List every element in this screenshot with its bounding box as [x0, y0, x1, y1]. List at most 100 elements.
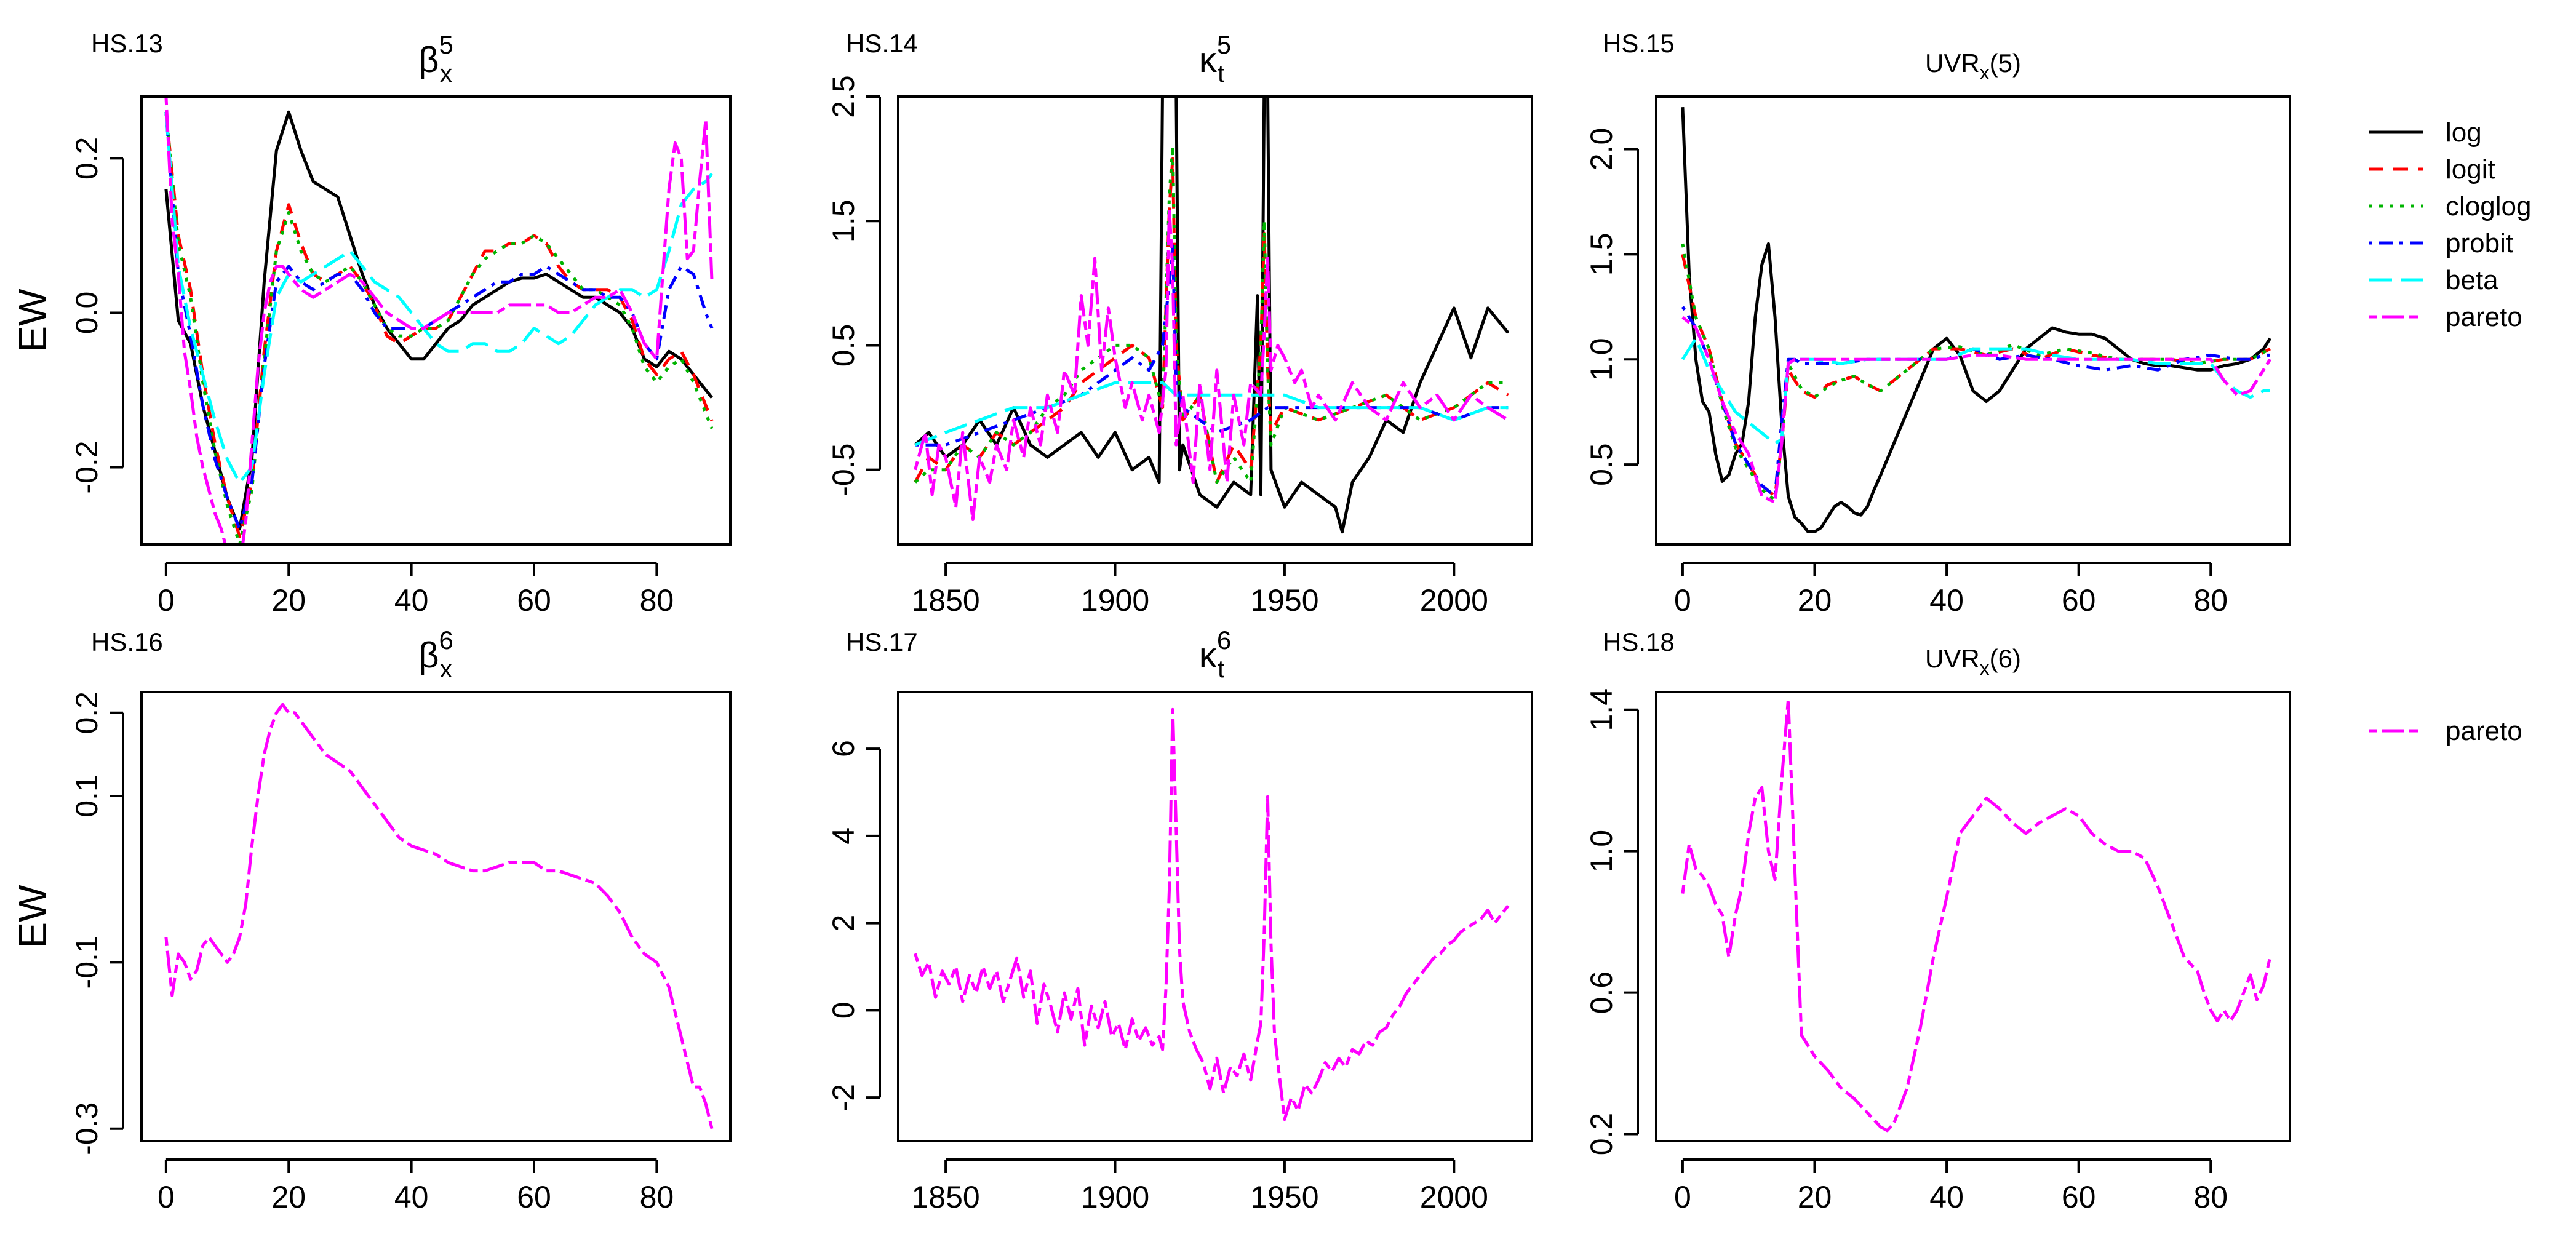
- y-tick-label: 0.5: [1584, 443, 1619, 486]
- x-tick-label: 20: [1798, 583, 1832, 618]
- panel-code: HS.18: [1603, 627, 1675, 656]
- panel-title: κ5 t: [1199, 30, 1231, 87]
- panel-p2: 1850 1900 1950 2000 -0.5 0.5 1.5 2.5 HS.14 κ5 t: [826, 29, 1533, 618]
- x-tick-label: 20: [271, 583, 306, 618]
- title-subscript: x: [1980, 62, 1990, 84]
- x-tick-label: 40: [394, 1180, 429, 1214]
- legend-label-log: log: [2446, 117, 2482, 148]
- x-tick-label: 0: [1674, 583, 1691, 618]
- x-tick-label: 80: [2193, 1180, 2228, 1214]
- y-axis-title: EW: [10, 289, 55, 352]
- legend-label-pareto: pareto: [2446, 716, 2522, 746]
- series-line-beta: [914, 381, 1509, 447]
- x-tick-label: 80: [640, 583, 674, 618]
- plot-frame: [897, 95, 1533, 546]
- panel-code: HS.15: [1603, 29, 1675, 58]
- title-suffix: (5): [1990, 49, 2021, 78]
- x-tick-label: 0: [1674, 1180, 1691, 1214]
- series-line-logit: [1681, 253, 2271, 498]
- series-line-pareto: [1681, 316, 2271, 504]
- y-tick-label: 1.5: [826, 199, 861, 242]
- panel-p1: 0 20 40 60 80 -0.2 0.0 0.2 HS.13 β5 x: [70, 29, 732, 618]
- series-line-beta: [164, 111, 714, 485]
- panel-p6: 0 20 40 60 80 0.2 0.6 1.0 1.4 HS.18 UVRx(6): [1584, 627, 2291, 1214]
- y-tick-label: -0.5: [826, 444, 861, 496]
- series-line-log: [1681, 107, 2271, 533]
- series-line-pareto: [164, 703, 714, 1129]
- series-line-pareto: [914, 207, 1509, 522]
- y-tick-label: 0.2: [70, 137, 104, 180]
- x-tick-label: 60: [2062, 1180, 2096, 1214]
- title-subscript: x: [440, 656, 452, 683]
- y-tick-label: 1.0: [1584, 338, 1619, 381]
- panel-code: HS.16: [91, 627, 163, 656]
- x-tick-label: 0: [158, 583, 175, 618]
- x-tick-label: 1850: [911, 1180, 979, 1214]
- x-tick-label: 60: [2062, 583, 2096, 618]
- legend-label-logit: logit: [2446, 154, 2495, 185]
- series-line-pareto: [164, 97, 714, 544]
- series-line-probit: [1681, 306, 2270, 498]
- y-tick-label: 0.6: [1584, 971, 1619, 1014]
- series-line-probit: [915, 244, 1509, 447]
- x-tick-label: 1850: [911, 583, 979, 618]
- title-superscript: 6: [439, 626, 453, 655]
- series-line-probit: [164, 111, 714, 531]
- y-tick-label: 0: [826, 1001, 861, 1019]
- plot-frame: [897, 691, 1533, 1142]
- y-tick-label: 2: [826, 915, 861, 932]
- panel-code: HS.14: [846, 29, 918, 58]
- title-subscript: t: [1218, 60, 1224, 87]
- title-main: UVR: [1925, 644, 1980, 673]
- legend: log logit cloglog probit beta pareto: [2369, 117, 2531, 332]
- plot-frame: [1655, 691, 2291, 1142]
- y-tick-label: 2.5: [826, 75, 861, 118]
- title-superscript: 5: [1217, 30, 1231, 59]
- series-line-pareto: [1681, 698, 2272, 1133]
- x-tick-label: 60: [517, 1180, 551, 1214]
- panel-code: HS.13: [91, 29, 163, 58]
- legend-label-pareto: pareto: [2446, 302, 2522, 332]
- title-subscript: x: [1980, 657, 1990, 679]
- title-subscript: x: [440, 60, 452, 87]
- x-tick-label: 20: [1798, 1180, 1832, 1214]
- y-tick-label: 1.0: [1584, 830, 1619, 873]
- plot-frame: [1655, 95, 2291, 546]
- title-superscript: 5: [439, 30, 453, 59]
- series-line-logit: [914, 157, 1509, 484]
- title-main: β: [418, 40, 439, 80]
- panel-p4: 0 20 40 60 80 -0.3 -0.1 0.1 0.2 HS.16 β6 x: [70, 626, 732, 1214]
- x-tick-label: 1900: [1081, 583, 1149, 618]
- y-tick-label: -2: [826, 1084, 861, 1111]
- series-line-pareto: [914, 707, 1510, 1121]
- title-main: κ: [1199, 635, 1218, 675]
- x-tick-label: 40: [1929, 583, 1964, 618]
- x-tick-label: 1900: [1081, 1180, 1149, 1214]
- x-tick-label: 2000: [1420, 583, 1488, 618]
- y-tick-label: 2.0: [1584, 128, 1619, 171]
- legend: pareto: [2369, 716, 2522, 746]
- x-tick-label: 20: [271, 1180, 306, 1214]
- x-tick-label: 1950: [1250, 583, 1318, 618]
- y-tick-label: 0.2: [70, 691, 104, 734]
- panel-title: UVRx(6): [1925, 644, 2021, 679]
- y-tick-label: 0.0: [70, 292, 104, 335]
- plot-frame: [140, 95, 732, 546]
- title-subscript: t: [1218, 656, 1224, 683]
- panel-title: β5 x: [418, 30, 453, 87]
- y-tick-label: 4: [826, 827, 861, 845]
- y-tick-label: -0.1: [70, 936, 104, 989]
- x-tick-label: 80: [2193, 583, 2228, 618]
- panel-title: UVRx(5): [1925, 49, 2021, 84]
- panel-title: κ6 t: [1199, 626, 1231, 683]
- x-tick-label: 80: [640, 1180, 674, 1214]
- x-tick-label: 60: [517, 583, 551, 618]
- series-line-log: [164, 110, 714, 531]
- y-tick-label: -0.3: [70, 1102, 104, 1155]
- y-tick-label: 1.5: [1584, 233, 1619, 276]
- series-line-beta: [1681, 336, 2270, 445]
- legend-label-beta: beta: [2446, 265, 2498, 295]
- y-tick-label: 0.1: [70, 774, 104, 818]
- title-main: β: [418, 635, 439, 675]
